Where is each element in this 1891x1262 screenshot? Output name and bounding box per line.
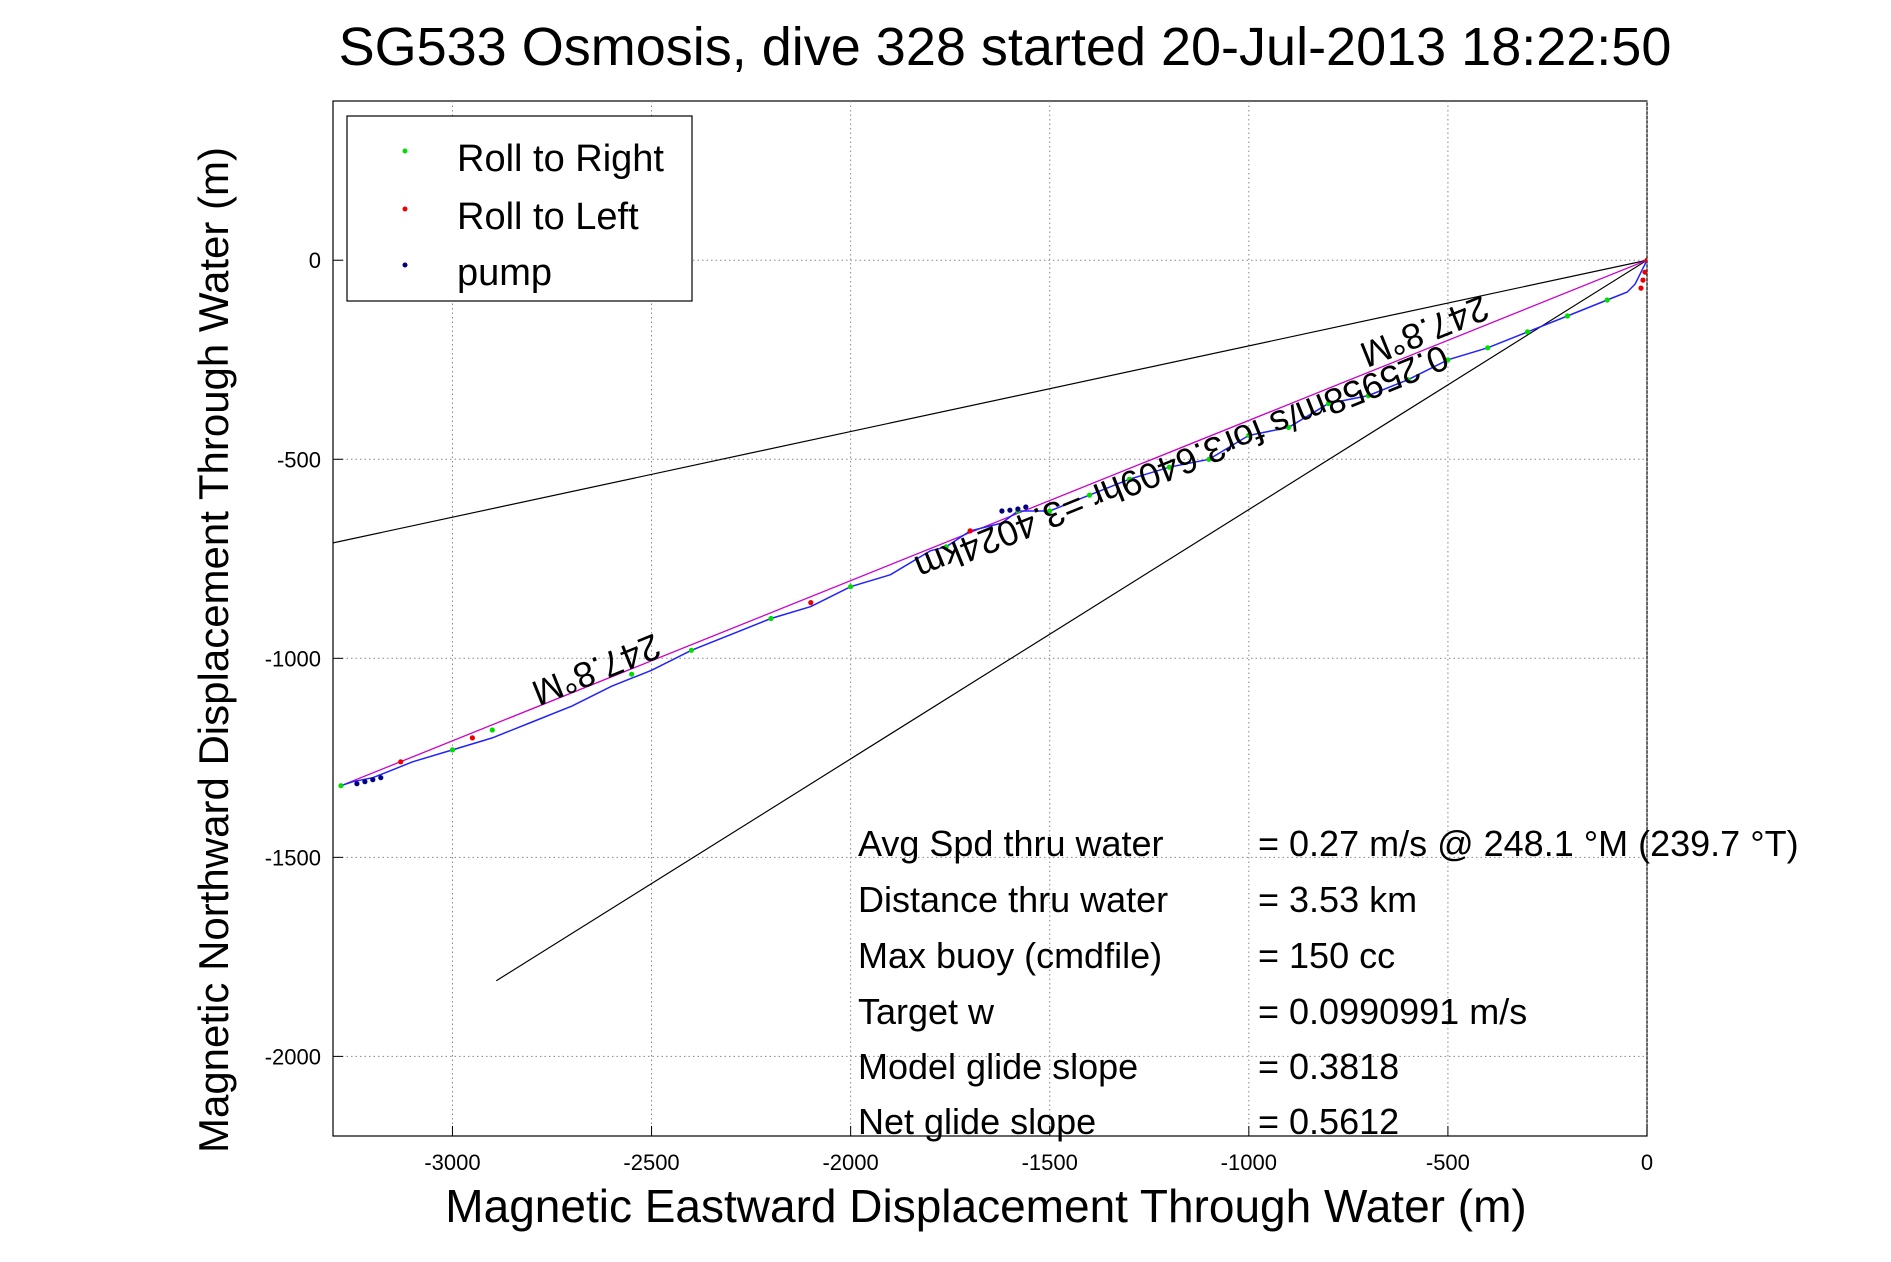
roll-left-point bbox=[469, 735, 475, 741]
stat-label: Model glide slope bbox=[858, 1046, 1138, 1087]
chart-title: SG533 Osmosis, dive 328 started 20-Jul-2… bbox=[339, 17, 1672, 77]
roll-left-point bbox=[808, 600, 814, 606]
stat-value: = 3.53 km bbox=[1258, 879, 1417, 920]
x-tick-label: -500 bbox=[1426, 1150, 1470, 1175]
roll-right-point bbox=[1325, 400, 1332, 407]
y-tick-label: 0 bbox=[309, 248, 321, 273]
x-tick-label: -2000 bbox=[822, 1150, 878, 1175]
legend-label-roll-right: Roll to Right bbox=[457, 138, 664, 180]
roll-left-point bbox=[1642, 269, 1647, 275]
roll-right-point bbox=[1166, 464, 1172, 470]
stat-value: = 150 cc bbox=[1258, 935, 1395, 976]
pump-point bbox=[1023, 504, 1029, 510]
x-tick-label: -2500 bbox=[623, 1150, 679, 1175]
pump-point bbox=[378, 775, 384, 781]
x-axis-label: Magnetic Eastward Displacement Through W… bbox=[445, 1180, 1526, 1232]
roll-left-point bbox=[1638, 285, 1644, 291]
roll-right-point bbox=[629, 671, 635, 677]
roll-right-point bbox=[1286, 424, 1292, 430]
y-axis-label: Magnetic Northward Displacement Through … bbox=[190, 147, 237, 1153]
roll-right-point bbox=[1086, 492, 1093, 498]
x-tick-label: 0 bbox=[1641, 1150, 1653, 1175]
roll-left-point bbox=[1644, 257, 1647, 263]
roll-right-point bbox=[943, 544, 949, 550]
roll-right-point bbox=[1564, 313, 1570, 319]
roll-left-point bbox=[398, 759, 404, 765]
pump-point bbox=[1015, 506, 1021, 512]
legend-label-roll-left: Roll to Left bbox=[457, 196, 639, 238]
stat-label: Max buoy (cmdfile) bbox=[858, 935, 1162, 976]
mean-heading-line bbox=[340, 259, 1647, 787]
roll-right-point bbox=[489, 727, 495, 733]
legend-marker-roll-right bbox=[402, 148, 408, 154]
x-tick-label: -1000 bbox=[1221, 1150, 1277, 1175]
y-tick-label: -1000 bbox=[265, 646, 321, 671]
pump-point bbox=[362, 779, 368, 785]
roll-right-point bbox=[1485, 345, 1491, 351]
roll-right-point bbox=[768, 615, 774, 622]
roll-right-point bbox=[1604, 297, 1610, 303]
data-layer bbox=[333, 257, 1647, 982]
roll-right-point bbox=[1206, 456, 1212, 462]
x-axis-ticks: -3000 -2500 -2000 -1500 -1000 -500 0 bbox=[424, 1126, 1653, 1175]
stat-value: = 0.0990991 m/s bbox=[1258, 991, 1527, 1032]
heading-cone-line bbox=[333, 259, 1647, 544]
roll-right-point bbox=[1246, 432, 1252, 438]
roll-left-point bbox=[1640, 277, 1646, 283]
y-tick-label: -2000 bbox=[265, 1044, 321, 1069]
pump-point bbox=[370, 777, 376, 783]
stat-label: Avg Spd thru water bbox=[858, 823, 1164, 864]
y-tick-label: -500 bbox=[277, 447, 321, 472]
roll-right-point bbox=[449, 747, 456, 753]
stat-label: Distance thru water bbox=[858, 879, 1168, 920]
roll-right-point bbox=[1047, 508, 1053, 514]
legend-label-pump: pump bbox=[457, 252, 552, 294]
stats-panel: Avg Spd thru water = 0.27 m/s @ 248.1 °M… bbox=[858, 823, 1799, 1142]
stat-label: Net glide slope bbox=[858, 1101, 1096, 1142]
stat-value: = 0.27 m/s @ 248.1 °M (239.7 °T) bbox=[1258, 823, 1799, 864]
y-axis-ticks: -2000 -1500 -1000 -500 0 bbox=[265, 248, 343, 1069]
stat-value: = 0.5612 bbox=[1258, 1101, 1399, 1142]
roll-right-point bbox=[1405, 377, 1411, 383]
pump-point bbox=[999, 508, 1005, 514]
pump-point bbox=[354, 781, 360, 787]
legend-marker-roll-left bbox=[402, 206, 408, 212]
roll-left-point bbox=[967, 528, 973, 534]
heading-cone-line bbox=[495, 259, 1647, 982]
roll-right-point bbox=[1445, 357, 1451, 363]
stat-label: Target w bbox=[858, 991, 995, 1032]
stat-value: = 0.3818 bbox=[1258, 1046, 1399, 1087]
x-tick-label: -1500 bbox=[1022, 1150, 1078, 1175]
x-tick-label: -3000 bbox=[424, 1150, 480, 1175]
roll-right-point bbox=[1365, 393, 1371, 399]
roll-right-point bbox=[848, 584, 854, 590]
roll-right-point bbox=[1524, 329, 1531, 335]
roll-right-point bbox=[1126, 476, 1132, 482]
roll-right-point bbox=[688, 647, 695, 653]
dive-track-line bbox=[340, 259, 1647, 787]
legend: Roll to Right Roll to Left pump bbox=[346, 115, 693, 302]
legend-marker-pump bbox=[402, 262, 408, 268]
roll-right-point bbox=[338, 783, 344, 789]
pump-point bbox=[1007, 507, 1013, 513]
y-tick-label: -1500 bbox=[265, 845, 321, 870]
